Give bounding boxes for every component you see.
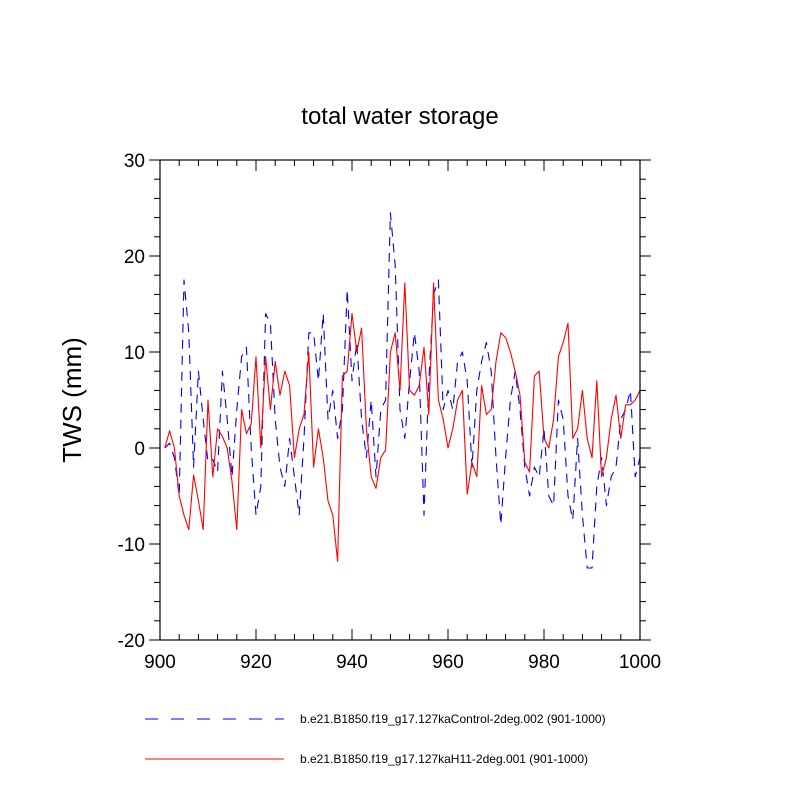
- series-layer: [164, 212, 641, 569]
- series-line-2: [164, 282, 641, 562]
- x-tick-label: 980: [528, 652, 560, 673]
- legend-label-1: b.e21.B1850.f19_g17.127kaControl-2deg.00…: [300, 712, 606, 726]
- y-tick-label: 0: [134, 439, 145, 460]
- x-tick-label: 1000: [619, 652, 661, 673]
- y-tick-label: 20: [124, 247, 145, 268]
- x-tick-label: 920: [240, 652, 272, 673]
- x-tick-label: 900: [144, 652, 176, 673]
- y-tick-label: -20: [118, 631, 145, 652]
- y-tick-label: -10: [118, 535, 145, 556]
- y-tick-label: 10: [124, 343, 145, 364]
- plot-area: 900 920 940 960 980 1000 -20 -10 0 10 20 30: [118, 151, 662, 673]
- plot-frame: [159, 159, 641, 641]
- x-tick-label: 960: [432, 652, 464, 673]
- x-tick-label: 940: [336, 652, 368, 673]
- y-axis-label: TWS (mm): [57, 337, 87, 463]
- chart-title: total water storage: [301, 103, 498, 130]
- y-tick-label: 30: [124, 151, 145, 172]
- legend-label-2: b.e21.B1850.f19_g17.127kaH11-2deg.001 (9…: [300, 752, 588, 766]
- ticks-layer: 900 920 940 960 980 1000 -20 -10 0 10 20 30: [118, 151, 662, 673]
- legend: b.e21.B1850.f19_g17.127kaControl-2deg.00…: [145, 712, 606, 766]
- series-line-1: [164, 212, 641, 569]
